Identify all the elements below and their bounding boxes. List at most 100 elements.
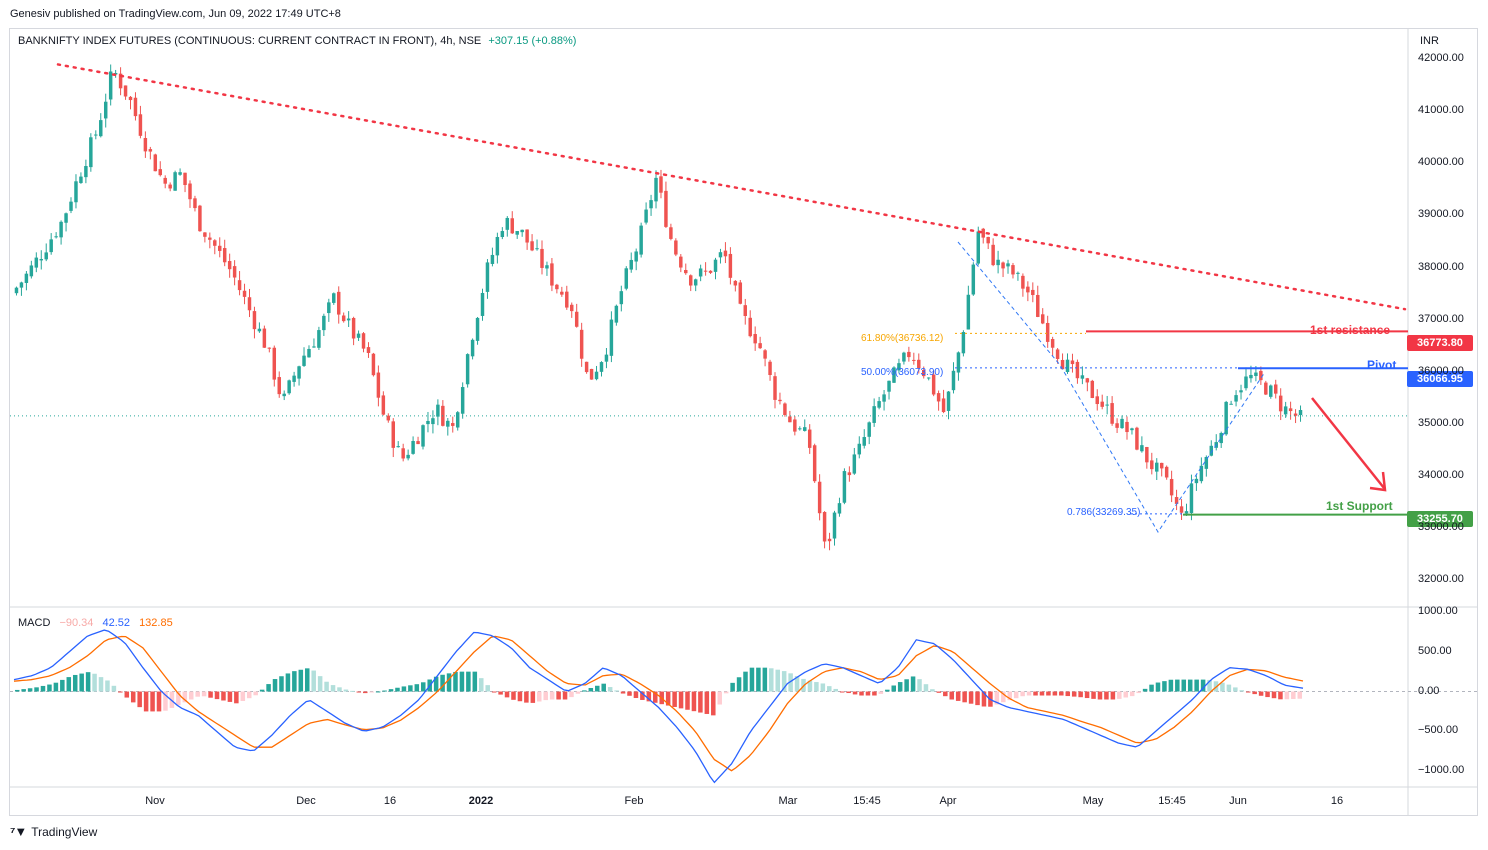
macd-histogram-bar — [1091, 691, 1096, 699]
candle-body — [778, 399, 782, 402]
macd-histogram-bar — [453, 671, 458, 692]
time-axis-tick: 16 — [383, 795, 397, 807]
pivot-price-tag: 36066.95 — [1407, 371, 1473, 387]
macd-histogram-bar — [259, 689, 265, 692]
candle-body — [1169, 478, 1174, 496]
candle-body — [1224, 401, 1228, 435]
time-axis-tick: 2022 — [468, 795, 494, 807]
currency-label: INR — [1420, 35, 1439, 47]
candle-body — [877, 401, 881, 408]
macd-histogram-bar — [1039, 691, 1045, 696]
price-axis-tick: 41000.00 — [1418, 104, 1464, 117]
candle-body — [604, 354, 609, 362]
macd-histogram-bar — [807, 680, 813, 692]
macd-histogram-bar — [607, 687, 613, 692]
macd-histogram-bar — [762, 667, 768, 692]
macd-histogram-bar — [498, 691, 503, 695]
macd-histogram-bar — [137, 691, 142, 708]
macd-histogram-bar — [646, 691, 652, 702]
candle-body — [470, 339, 475, 357]
macd-histogram-bar — [1220, 682, 1225, 692]
macd-histogram-bar — [653, 691, 658, 703]
macd-histogram-bar — [1194, 679, 1199, 692]
candle-body — [1095, 396, 1099, 405]
macd-histogram-bar — [975, 691, 980, 706]
candle-body — [1199, 465, 1204, 482]
candle-body — [361, 333, 366, 349]
candle-body — [535, 248, 539, 250]
macd-histogram-bar — [1245, 691, 1251, 693]
candle-body — [862, 437, 866, 446]
candle-body — [485, 262, 490, 292]
candle-body — [94, 134, 98, 136]
candle-body — [376, 372, 381, 398]
macd-histogram-bar — [885, 689, 890, 692]
macd-histogram-bar — [691, 691, 697, 712]
macd-histogram-bar — [569, 691, 574, 698]
candle-body — [346, 318, 351, 321]
macd-histogram-bar — [311, 670, 316, 692]
candle-body — [252, 311, 257, 330]
candle-body — [1075, 361, 1080, 379]
candle-body — [1179, 506, 1184, 513]
candle-body — [907, 351, 911, 358]
macd-histogram-bar — [717, 691, 722, 705]
candle-body — [222, 248, 227, 263]
candle-body — [743, 305, 747, 316]
candle-body — [1189, 483, 1194, 514]
macd-histogram-bar — [66, 677, 72, 692]
candle-body — [669, 227, 673, 239]
macd-histogram-bar — [846, 691, 851, 694]
macd-histogram-bar — [698, 691, 703, 713]
candle-body — [505, 217, 510, 230]
macd-histogram-bar — [1252, 691, 1257, 695]
macd-histogram-bar — [955, 691, 961, 701]
macd-histogram-bar — [1142, 688, 1148, 692]
macd-histogram-bar — [730, 682, 735, 692]
macd-histogram-bar — [788, 673, 793, 692]
macd-histogram-bar — [524, 691, 529, 703]
candle-body — [763, 350, 767, 359]
fib-786-text: 0.786(33269.35) — [1067, 507, 1141, 518]
candle-body — [1125, 421, 1129, 433]
candle-body — [1050, 339, 1055, 348]
candle-body — [684, 269, 688, 274]
candle-body — [1298, 410, 1303, 416]
candle-body — [227, 261, 232, 270]
macd-histogram-bar — [859, 691, 864, 696]
candle-body — [416, 441, 420, 445]
candle-body — [386, 415, 391, 421]
candle-body — [123, 85, 128, 97]
macd-histogram-bar — [53, 682, 59, 692]
candle-body — [520, 229, 524, 233]
candle-body — [579, 329, 584, 359]
candle-body — [783, 403, 787, 416]
candle-body — [798, 428, 802, 430]
candle-body — [421, 425, 425, 447]
macd-histogram-bar — [253, 691, 258, 696]
candle-body — [629, 259, 633, 270]
macd-histogram-bar — [60, 679, 65, 692]
macd-histogram-bar — [1187, 679, 1193, 692]
candle-body — [178, 172, 182, 175]
support-label: 1st Support — [1326, 499, 1393, 513]
candle-body — [664, 190, 668, 227]
candle-body — [594, 371, 599, 380]
macd-histogram-bar — [1155, 682, 1161, 692]
candle-body — [1288, 408, 1293, 412]
macd-histogram-bar — [266, 684, 271, 692]
candle-body — [297, 366, 301, 379]
macd-histogram-bar — [511, 691, 516, 700]
macd-histogram-bar — [408, 685, 413, 692]
macd-histogram-bar — [382, 690, 387, 692]
candle-body — [956, 352, 961, 373]
candle-body — [837, 503, 842, 514]
macd-histogram-bar — [214, 691, 220, 700]
macd-histogram-bar — [504, 691, 510, 698]
time-axis-tick: Apr — [939, 795, 957, 807]
candle-body — [272, 347, 277, 380]
candle-body — [1293, 413, 1298, 416]
candle-body — [1040, 314, 1045, 324]
candle-body — [545, 265, 549, 269]
